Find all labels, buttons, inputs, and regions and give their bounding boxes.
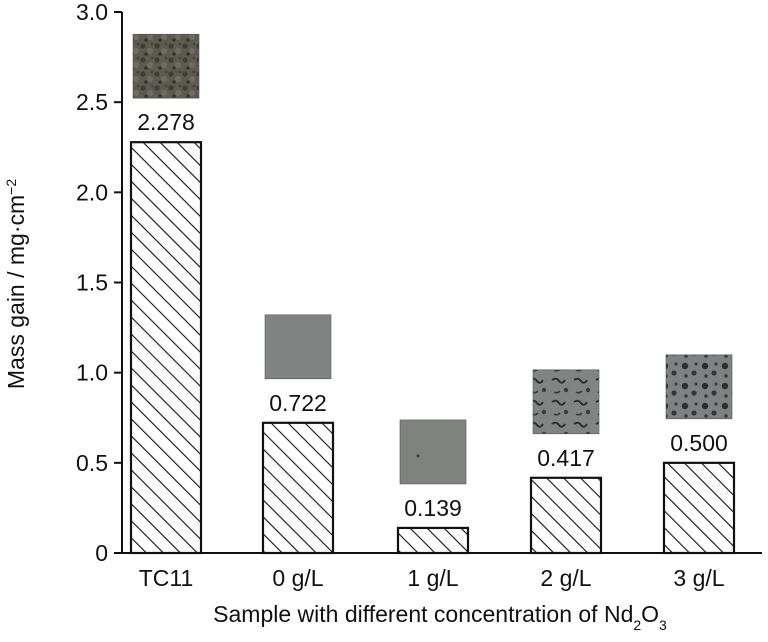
x-axis-title-main: Sample with different concentration of N… (213, 601, 633, 627)
x-axis-title-mid: O (641, 601, 659, 627)
x-axis-title-sub2: 3 (659, 617, 667, 633)
y-tick-label: 2.0 (76, 179, 108, 205)
x-tick-label: 1 g/L (407, 565, 458, 591)
x-tick-label: 2 g/L (540, 565, 591, 591)
y-axis-title-sup: −2 (3, 179, 19, 195)
y-tick-label: 1.0 (76, 360, 108, 386)
x-axis-title-sub1: 2 (633, 617, 641, 633)
y-tick-label: 1.5 (76, 270, 108, 296)
y-axis-title-main: Mass gain / mg·cm (3, 195, 29, 389)
bar-group: 0.500 3 g/L (662, 354, 736, 591)
y-axis-ticks: 0 0.5 1.0 1.5 2.0 2.5 3.0 (76, 0, 122, 566)
bar-group: 0.417 2 g/L (529, 369, 603, 591)
inset-micrograph (532, 369, 600, 435)
y-tick-label: 3.0 (76, 0, 108, 25)
x-tick-label: 3 g/L (673, 565, 724, 591)
bar (261, 421, 335, 555)
data-label: 0.500 (670, 430, 728, 456)
inset-micrograph (264, 314, 332, 380)
data-label: 0.722 (269, 390, 327, 416)
data-label: 0.417 (537, 445, 595, 471)
inset-micrograph (665, 354, 733, 420)
bar-group: 0.722 0 g/L (261, 314, 335, 591)
bar (396, 526, 470, 555)
x-tick-label: TC11 (139, 565, 194, 591)
bar-group: 0.139 1 g/L (396, 419, 470, 591)
bar (129, 141, 203, 555)
y-tick-label: 2.5 (76, 89, 108, 115)
data-label: 0.139 (404, 495, 462, 521)
data-label: 2.278 (137, 109, 195, 135)
bar-group: 2.278 TC11 (129, 33, 203, 591)
bar (662, 461, 736, 555)
y-tick-label: 0.5 (76, 450, 108, 476)
inset-micrograph (399, 419, 467, 485)
y-tick-label: 0 (95, 540, 108, 566)
x-tick-label: 0 g/L (272, 565, 323, 591)
inset-micrograph (132, 33, 200, 99)
bar (529, 476, 603, 555)
x-axis-title: Sample with different concentration of N… (213, 601, 667, 633)
inset-pit-dot (416, 454, 420, 458)
y-axis-title: Mass gain / mg·cm−2 (3, 179, 29, 389)
